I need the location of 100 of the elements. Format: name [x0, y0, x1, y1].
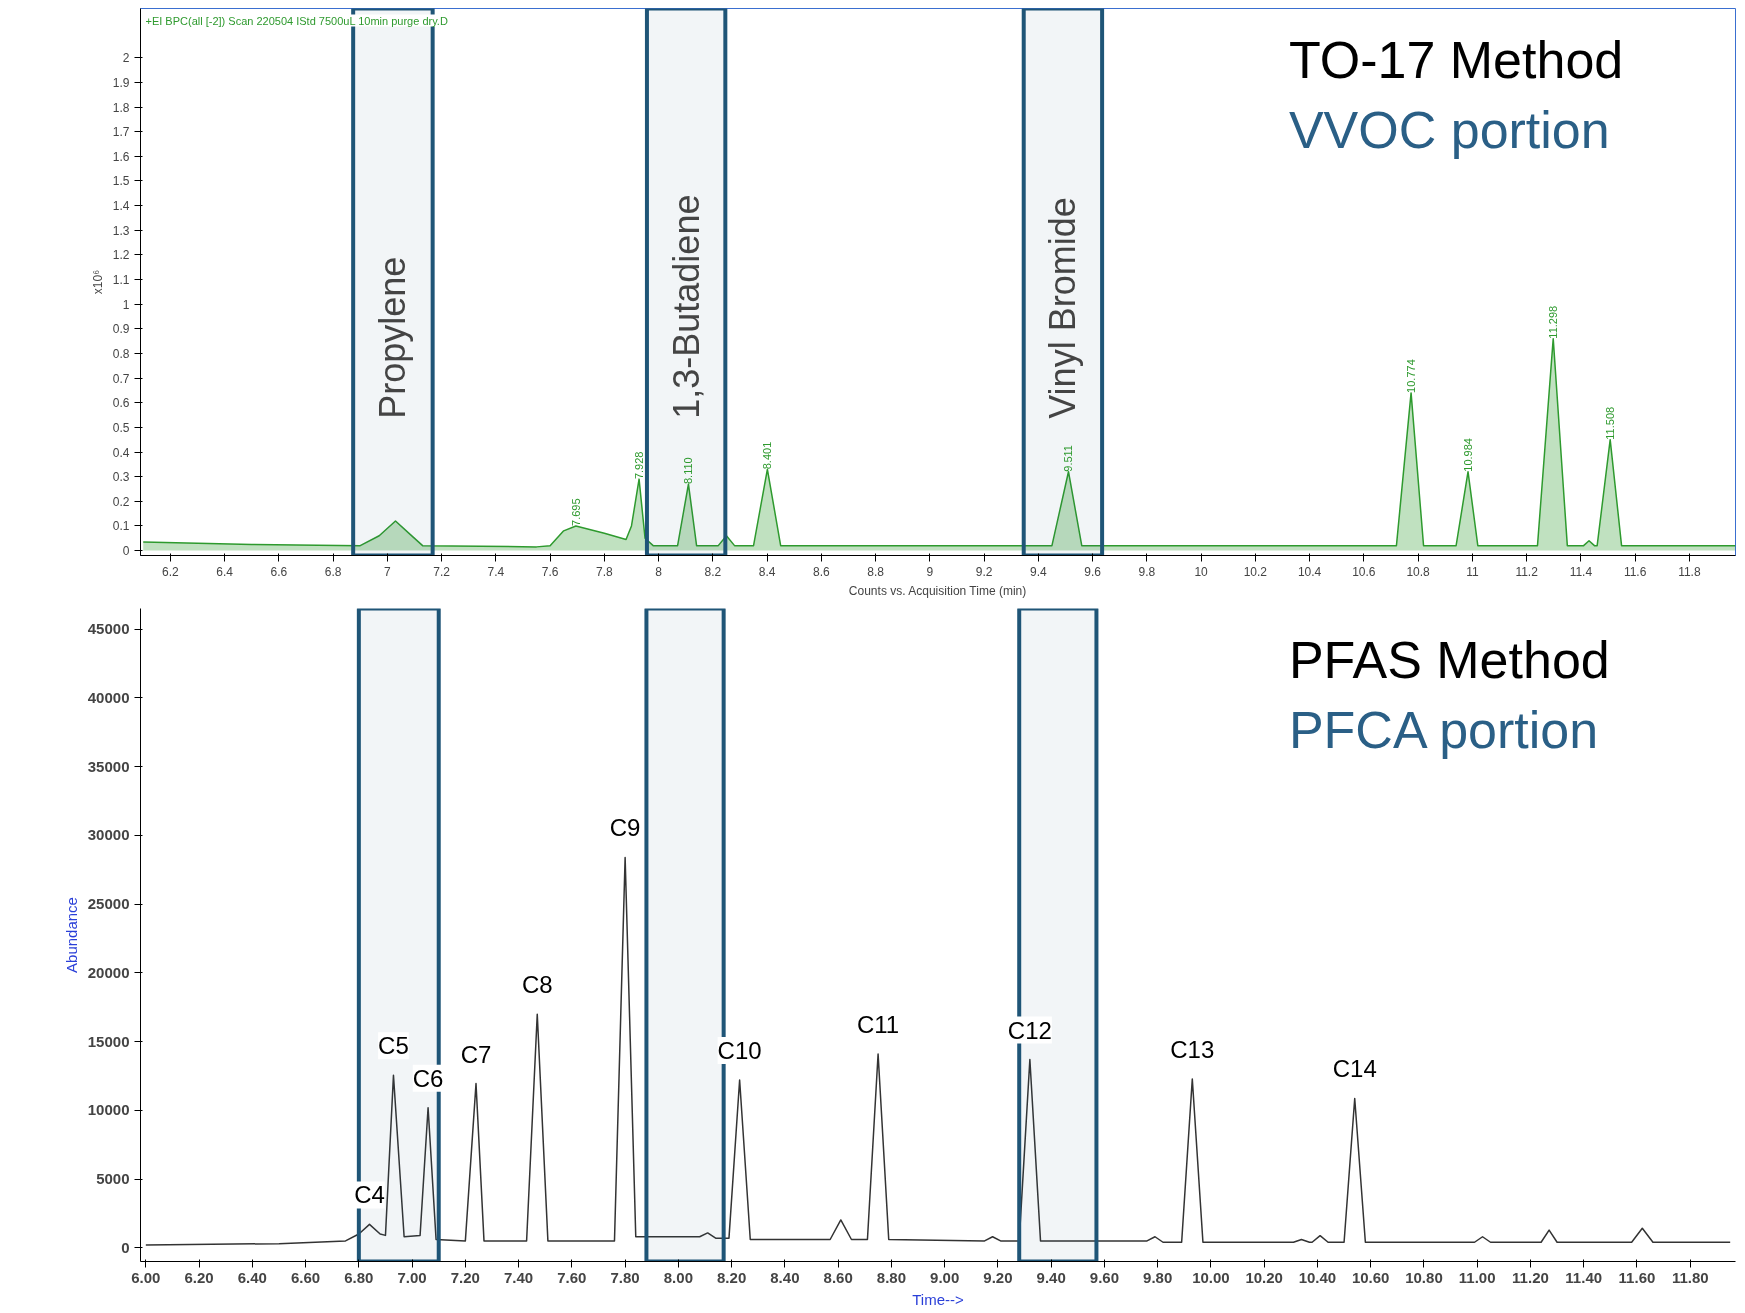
x-tick-label: 6.20	[184, 1268, 214, 1286]
text: VVOC portion	[1288, 100, 1610, 159]
annotation: 10.984	[1462, 438, 1475, 472]
band-label: Vinyl Bromide	[1042, 197, 1084, 419]
x-tick-label: 9.60	[1089, 1268, 1120, 1286]
annotation: C5	[378, 1032, 409, 1060]
x-tick-label: 11	[1466, 564, 1479, 579]
annotation: C8	[521, 971, 553, 999]
annotation: 11.508	[1604, 406, 1617, 440]
y-tick-label: 0.3	[112, 470, 130, 485]
y-tick-label: 35000	[87, 757, 130, 775]
annotation: 9.511	[1062, 445, 1075, 472]
y-tick-label: 1.8	[112, 100, 130, 115]
x-tick-label: 9.40	[1036, 1268, 1066, 1286]
x-tick-label: 7.00	[397, 1268, 427, 1286]
y-tick-label: 1.5	[112, 174, 130, 189]
x-tick-label: 6.2	[162, 564, 180, 579]
x-axis-title: Time-->	[912, 1290, 964, 1308]
x-tick-label: 10.2	[1243, 564, 1268, 579]
x-axis-title: Counts vs. Acquisition Time (min)	[848, 583, 1027, 598]
x-tick-label: 9.6	[1084, 564, 1102, 579]
annotation: 8.401	[761, 441, 774, 470]
annotation: 11.298	[1547, 305, 1560, 339]
y-tick-label: 1.1	[112, 273, 130, 288]
x-tick-label: 7.8	[596, 564, 614, 579]
x-tick-label: 8	[655, 564, 663, 579]
annotation: 7.928	[633, 451, 646, 480]
annotation: C6	[412, 1064, 444, 1092]
x-tick-label: 7	[384, 564, 392, 579]
x-tick-label: 11.80	[1671, 1268, 1709, 1286]
annotation: C13	[1170, 1036, 1215, 1064]
y-tick-label: 0.2	[112, 494, 130, 509]
x-tick-label: 11.00	[1458, 1268, 1496, 1286]
x-tick-label: 7.20	[450, 1268, 480, 1286]
annotation: 10.774	[1405, 359, 1418, 393]
y-tick-label: 45000	[87, 620, 130, 638]
x-tick-label: 8.80	[876, 1268, 907, 1286]
x-tick-label: 8.6	[813, 564, 831, 579]
x-tick-label: 10.60	[1351, 1268, 1390, 1286]
x-tick-label: 7.6	[541, 564, 559, 579]
chart-title: PFAS Method	[1288, 630, 1610, 689]
x-tick-label: 11.40	[1565, 1268, 1603, 1286]
x-tick-label: 10.40	[1298, 1268, 1337, 1286]
y-tick-label: 20000	[87, 963, 130, 981]
x-tick-label: 9.20	[983, 1268, 1013, 1286]
y-tick-label: 1.7	[112, 125, 130, 140]
y-tick-label: 25000	[87, 895, 130, 913]
band-label: Propylene	[372, 256, 414, 419]
x-tick-label: 10.8	[1406, 564, 1431, 579]
y-tick-label: 10000	[87, 1101, 130, 1119]
x-tick-label: 11.6	[1623, 564, 1647, 579]
annotation: C9	[609, 814, 641, 842]
x-tick-label: 11.20	[1512, 1268, 1549, 1286]
x-tick-label: 11.60	[1618, 1268, 1656, 1286]
x-tick-label: 8.4	[758, 564, 776, 579]
x-tick-label: 9.2	[975, 564, 993, 579]
y-tick-label: 0.1	[112, 519, 130, 534]
y-tick-label: 40000	[87, 688, 130, 706]
x-tick-label: 10.80	[1405, 1268, 1443, 1286]
y-tick-label: 0.6	[112, 396, 130, 411]
annotation: C12	[1007, 1016, 1052, 1044]
y-tick-label: 0.5	[112, 420, 130, 435]
y-tick-label: 30000	[87, 826, 130, 844]
y-tick-label: 0.7	[112, 371, 130, 386]
x-tick-label: 9.80	[1143, 1268, 1173, 1286]
y-tick-label: 0.9	[112, 322, 130, 337]
x-tick-label: 7.80	[610, 1268, 640, 1286]
y-axis-title: Abundance	[62, 897, 80, 973]
annotation: C10	[717, 1037, 762, 1065]
x-tick-label: 11.2	[1515, 564, 1539, 579]
x-tick-label: 10.20	[1245, 1268, 1283, 1286]
y-tick-label: 15000	[87, 1032, 130, 1050]
x-tick-label: 8.8	[867, 564, 885, 579]
line-series	[145, 856, 1731, 1246]
y-tick-label: 0	[121, 1238, 130, 1256]
annotation: 7.695	[569, 498, 582, 526]
x-tick-label: 6.80	[344, 1268, 374, 1286]
x-tick-label: 6.00	[131, 1268, 161, 1286]
x-tick-label: 8.60	[823, 1268, 853, 1286]
y-tick-label: 2	[122, 51, 130, 66]
y-tick-label: 0	[122, 544, 130, 559]
x-tick-label: 11.8	[1678, 564, 1701, 579]
x-tick-label: 6.8	[324, 564, 342, 579]
x-tick-label: 9.00	[930, 1268, 960, 1286]
annotation: 8.110	[682, 457, 695, 485]
x-tick-label: 8.20	[717, 1268, 747, 1286]
annotation: +EI BPC(all [-2]) Scan 220504 IStd 7500uL 10min purge dry.D	[145, 14, 448, 27]
x-tick-label: 10.4	[1297, 564, 1322, 579]
y-tick-label: 0.4	[112, 445, 130, 460]
x-tick-label: 7.2	[433, 564, 451, 579]
y-tick-label: 1.9	[112, 75, 130, 90]
x-tick-label: 7.60	[557, 1268, 587, 1286]
x-tick-label: 6.4	[216, 564, 234, 579]
y-tick-label: 1.4	[112, 199, 130, 214]
x-tick-label: 8.00	[663, 1268, 693, 1286]
x-tick-label: 6.40	[237, 1268, 267, 1286]
y-tick-label: 5000	[96, 1170, 130, 1188]
annotation: C11	[856, 1011, 900, 1039]
x-tick-label: 10.00	[1192, 1268, 1230, 1286]
y-tick-label: 1	[122, 297, 130, 312]
